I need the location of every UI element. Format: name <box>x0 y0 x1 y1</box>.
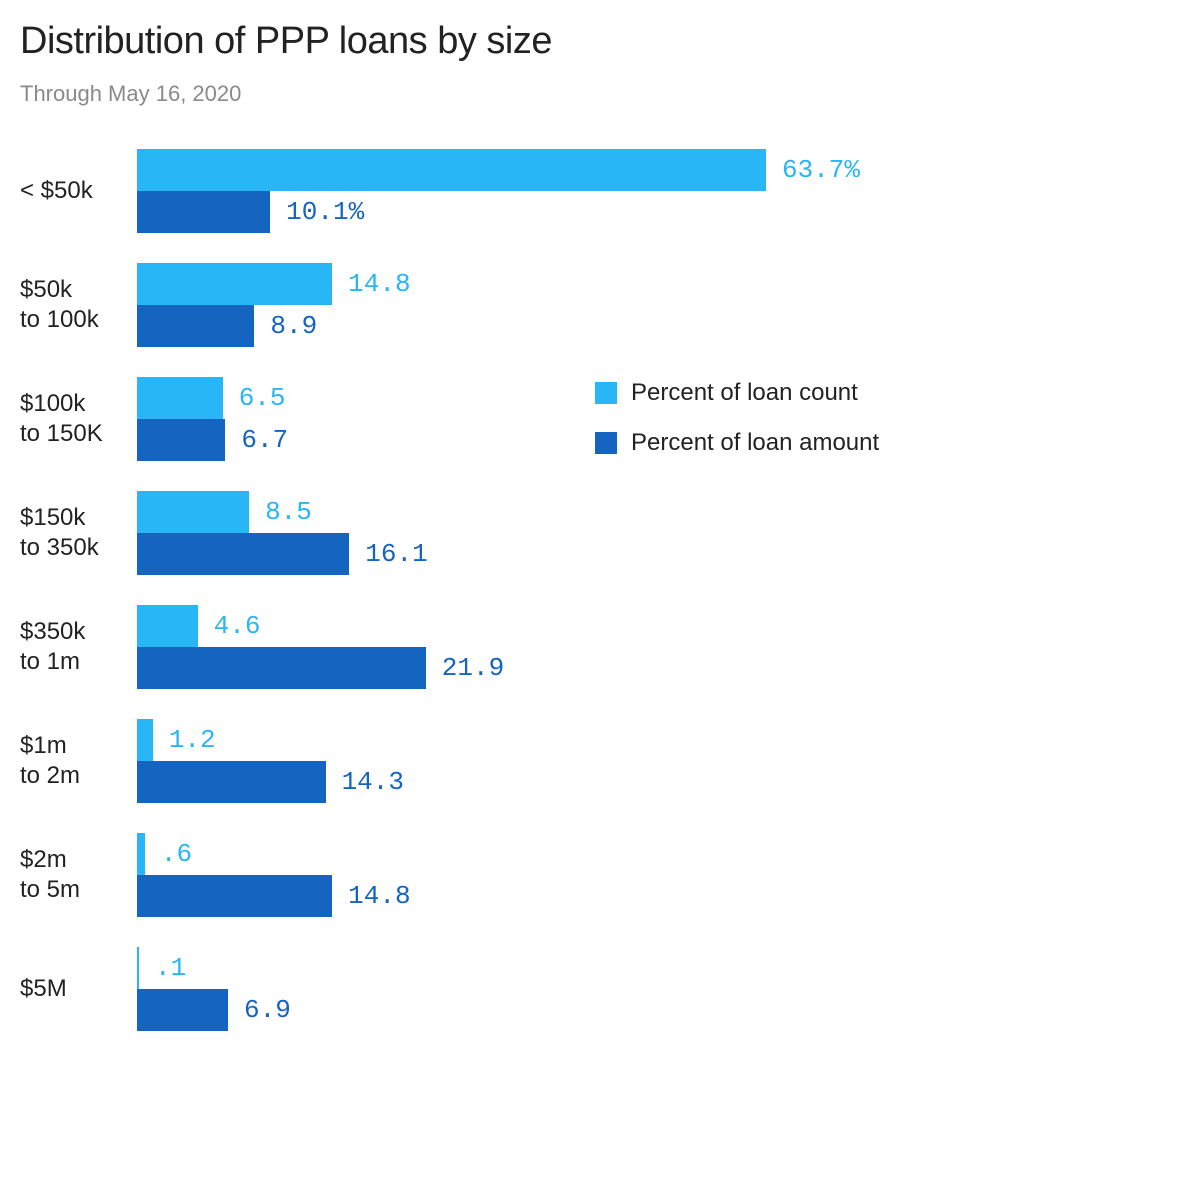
bar-line: 21.9 <box>137 647 860 689</box>
chart-row: $50k to 100k14.88.9 <box>137 263 860 347</box>
category-label: $100k to 150K <box>20 389 125 449</box>
count-value: 1.2 <box>169 725 216 755</box>
chart-row: $1m to 2m1.214.3 <box>137 719 860 803</box>
count-value: .6 <box>161 839 192 869</box>
legend-swatch <box>595 382 617 404</box>
amount-value: 6.9 <box>244 995 291 1025</box>
bar-line: 6.9 <box>137 989 860 1031</box>
amount-bar <box>137 533 349 575</box>
count-bar <box>137 377 223 419</box>
category-label: $150k to 350k <box>20 503 125 563</box>
bar-line: 1.2 <box>137 719 860 761</box>
category-label: $1m to 2m <box>20 731 125 791</box>
amount-value: 16.1 <box>365 539 427 569</box>
category-label: < $50k <box>20 176 125 206</box>
legend-item: Percent of loan count <box>595 379 879 407</box>
bar-chart: < $50k 63.7% 10.1% $50k to 100k 14.8 8.9 $100k… <box>20 149 860 1031</box>
category-label: $350k to 1m <box>20 617 125 677</box>
count-bar <box>137 947 139 989</box>
amount-bar <box>137 761 326 803</box>
amount-bar <box>137 647 426 689</box>
category-label: $50k to 100k <box>20 275 125 335</box>
bar-line: 14.8 <box>137 263 860 305</box>
bar-line: 14.8 <box>137 875 860 917</box>
bar-line: 10.1% <box>137 191 860 233</box>
count-value: 4.6 <box>214 611 261 641</box>
amount-bar <box>137 419 225 461</box>
category-label: $5M <box>20 974 125 1004</box>
amount-value: 8.9 <box>270 311 317 341</box>
bar-line: 8.5 <box>137 491 860 533</box>
chart-subtitle: Through May 16, 2020 <box>20 81 1176 107</box>
amount-bar <box>137 305 254 347</box>
amount-bar <box>137 191 270 233</box>
amount-value: 6.7 <box>241 425 288 455</box>
chart-title: Distribution of PPP loans by size <box>20 20 1176 63</box>
legend-label: Percent of loan amount <box>631 429 879 457</box>
chart-container: < $50k 63.7% 10.1% $50k to 100k 14.8 8.9 $100k… <box>20 149 1176 1031</box>
amount-bar <box>137 989 228 1031</box>
count-bar <box>137 263 332 305</box>
bar-line: 63.7% <box>137 149 860 191</box>
count-value: .1 <box>155 953 186 983</box>
bar-line: 8.9 <box>137 305 860 347</box>
amount-value: 14.8 <box>348 881 410 911</box>
chart-row: $350k to 1m4.621.9 <box>137 605 860 689</box>
amount-value: 21.9 <box>442 653 504 683</box>
count-value: 63.7% <box>782 155 860 185</box>
bar-line: .1 <box>137 947 860 989</box>
chart-row: $5M.16.9 <box>137 947 860 1031</box>
amount-bar <box>137 875 332 917</box>
count-bar <box>137 149 766 191</box>
count-value: 8.5 <box>265 497 312 527</box>
legend-label: Percent of loan count <box>631 379 858 407</box>
bar-line: 4.6 <box>137 605 860 647</box>
chart-row: < $50k63.7%10.1% <box>137 149 860 233</box>
bar-line: 14.3 <box>137 761 860 803</box>
legend: Percent of loan count Percent of loan amo… <box>595 379 879 479</box>
amount-value: 14.3 <box>342 767 404 797</box>
count-value: 14.8 <box>348 269 410 299</box>
chart-row: $150k to 350k8.516.1 <box>137 491 860 575</box>
count-bar <box>137 833 145 875</box>
count-bar <box>137 719 153 761</box>
count-bar <box>137 491 249 533</box>
legend-swatch <box>595 432 617 454</box>
count-value: 6.5 <box>239 383 286 413</box>
bar-line: 16.1 <box>137 533 860 575</box>
count-bar <box>137 605 198 647</box>
bar-line: .6 <box>137 833 860 875</box>
legend-item: Percent of loan amount <box>595 429 879 457</box>
chart-row: $2m to 5m.614.8 <box>137 833 860 917</box>
amount-value: 10.1% <box>286 197 364 227</box>
category-label: $2m to 5m <box>20 845 125 905</box>
